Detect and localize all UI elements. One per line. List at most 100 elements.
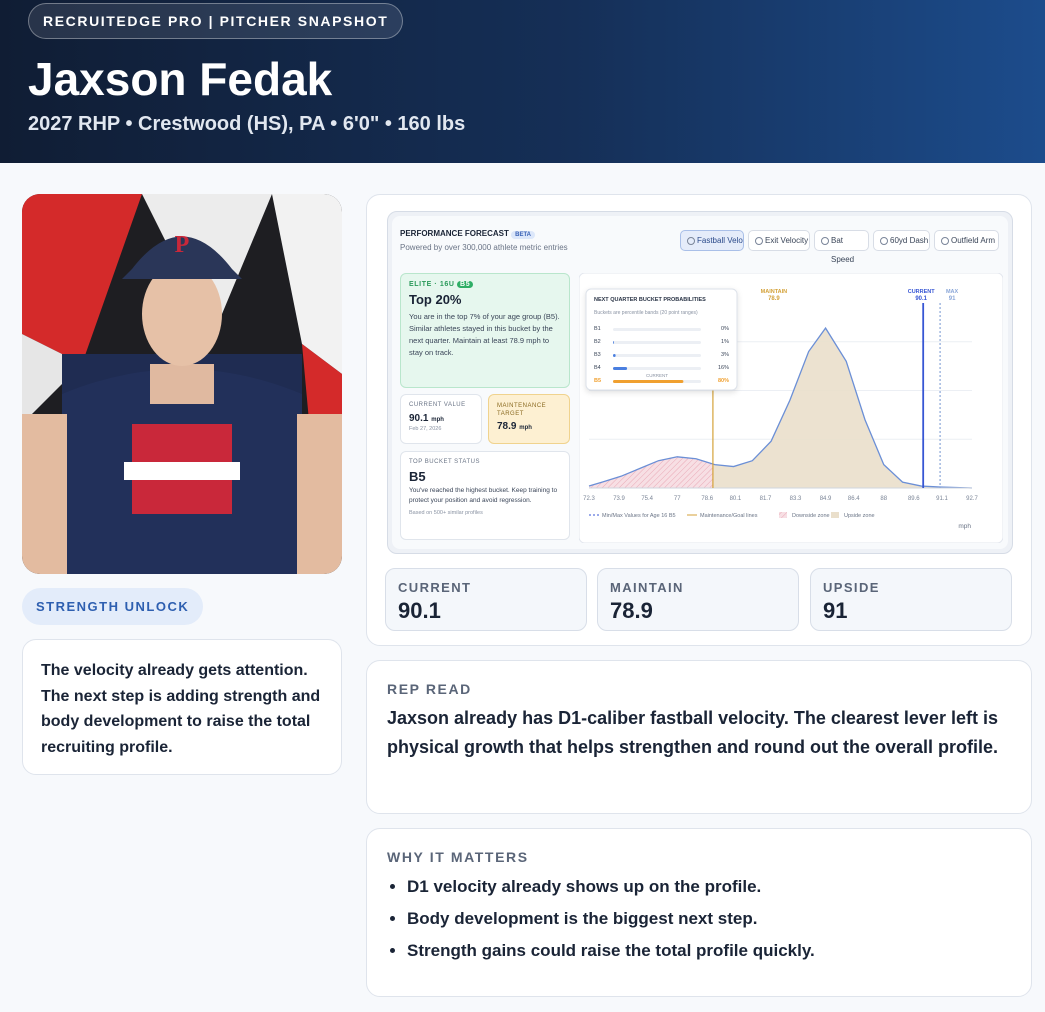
bucket-value: 16%	[718, 365, 729, 371]
card-unit: mph	[519, 425, 532, 431]
why-card: WHY IT MATTERS D1 velocity already shows…	[366, 828, 1032, 997]
bucket-track	[613, 341, 701, 344]
x-tick-label: 78.6	[701, 496, 713, 502]
beta-badge: BETA	[511, 231, 536, 239]
why-item: Strength gains could raise the total pro…	[407, 941, 1011, 961]
maintain-value: 78.9	[768, 296, 780, 302]
status-bucket: B5	[409, 469, 426, 484]
elite-text: You are in the top 7% of your age group …	[409, 312, 560, 357]
stat-card: MAINTAIN 78.9	[597, 568, 799, 631]
metric-tab[interactable]: Fastball Velo	[680, 230, 744, 251]
x-tick-label: 72.3	[583, 496, 595, 502]
forecast-title: PERFORMANCE FORECAST BETA	[400, 229, 536, 239]
bucket-name: B2	[594, 339, 601, 345]
why-list: D1 velocity already shows up on the prof…	[387, 877, 1011, 961]
bucket-bar	[613, 341, 614, 344]
legend-label: Downside zone	[792, 513, 830, 519]
why-item: Body development is the biggest next ste…	[407, 909, 1011, 929]
metric-tab[interactable]: 60yd Dash	[873, 230, 930, 251]
title-text: PERFORMANCE FORECAST	[400, 229, 509, 238]
elite-label: ELITE · 16U	[409, 281, 455, 288]
bucket-value: 0%	[721, 326, 729, 332]
bucket-track	[613, 328, 701, 331]
bucket-track	[613, 354, 701, 357]
x-tick-label: 80.1	[730, 496, 742, 502]
legend-swatch	[831, 512, 839, 518]
bucket-value: 1%	[721, 339, 729, 345]
bucket-name: B1	[594, 326, 601, 332]
legend-label: Maintenance/Goal lines	[700, 513, 758, 519]
legend-swatch	[779, 512, 787, 518]
x-tick-label: 89.6	[908, 496, 920, 502]
x-tick-label: 83.3	[790, 496, 802, 502]
brand-badge: RECRUITEDGE PRO | PITCHER SNAPSHOT	[28, 3, 404, 39]
bucket-bar	[613, 380, 684, 383]
bucket-name: B5	[594, 378, 601, 384]
metric-tab[interactable]: Exit Velocity	[748, 230, 810, 251]
downside-zone	[589, 456, 713, 488]
x-tick-label: 86.4	[848, 496, 860, 502]
x-tick-label: 92.7	[966, 496, 978, 502]
elite-headline: Top 20%	[409, 292, 462, 307]
player-photo: P	[22, 194, 342, 574]
card-label: TOP BUCKET STATUS	[409, 459, 480, 465]
stat-value: 78.9	[610, 598, 653, 623]
max-value: 91	[949, 296, 956, 302]
section-heading: REP READ	[387, 681, 472, 697]
card-label: MAINTENANCE TARGET	[497, 403, 547, 417]
rep-read-text: Jaxson already has D1-caliber fastball v…	[387, 708, 999, 757]
x-tick-label: 81.7	[760, 496, 772, 502]
status-note: Based on 500+ similar profiles	[409, 510, 483, 516]
stat-label: UPSIDE	[823, 580, 880, 595]
bucket-name: B3	[594, 352, 601, 358]
legend-label: Upside zone	[844, 513, 875, 519]
bucket-title: NEXT QUARTER BUCKET PROBABILITIES	[594, 297, 706, 303]
upside-zone	[712, 328, 972, 488]
svg-text:P: P	[175, 232, 190, 258]
status-text: You've reached the highest bucket. Keep …	[409, 487, 558, 504]
density-curve	[588, 326, 973, 489]
bucket-value: 80%	[718, 378, 729, 384]
bucket-track	[613, 367, 701, 370]
current-value: 90.1	[915, 296, 927, 302]
forecast-chart: 72.3 73.9 75.4 77 78.6 80.1 81.7 83.3 84.9 86.4 88…	[579, 273, 1003, 543]
header: RECRUITEDGE PRO | PITCHER SNAPSHOT Jaxso…	[0, 0, 1045, 163]
why-item: D1 velocity already shows up on the prof…	[407, 877, 1011, 897]
metric-tab[interactable]: Outfield Arm	[934, 230, 999, 251]
section-heading: WHY IT MATTERS	[387, 849, 529, 865]
current-label: CURRENT	[908, 289, 936, 295]
stat-value: 90.1	[398, 598, 441, 623]
stat-card: CURRENT 90.1	[385, 568, 587, 631]
focus-tag: STRENGTH UNLOCK	[22, 588, 204, 625]
bucket-value: 3%	[721, 352, 729, 358]
bucket-bar	[613, 354, 616, 357]
player-subtitle: 2027 RHP • Crestwood (HS), PA • 6'0" • 1…	[28, 113, 466, 135]
card-value: 90.1	[409, 413, 429, 424]
elite-badge: B5	[457, 281, 474, 288]
sidebar-note: The velocity already gets attention. The…	[22, 639, 342, 775]
target-card: MAINTENANCE TARGET 78.9 mph	[488, 394, 570, 444]
current-value-card: CURRENT VALUE 90.1 mph Feb 27, 2026	[400, 394, 482, 444]
bucket-note: Buckets are percentile bands (20 point r…	[594, 310, 698, 316]
stat-value: 91	[823, 598, 848, 623]
bucket-popover	[585, 288, 738, 391]
legend-label: Min/Max Values for Age 16 B5	[602, 513, 676, 519]
x-tick-label: 77	[674, 496, 681, 502]
maintain-label: MAINTAIN	[761, 289, 788, 295]
player-name: Jaxson Fedak	[28, 53, 333, 105]
bucket-current: CURRENT	[646, 373, 668, 378]
x-tick-label: 75.4	[641, 496, 653, 502]
x-tick-label: 73.9	[613, 496, 625, 502]
metric-tab[interactable]: Bat Speed	[814, 230, 869, 264]
rep-read-card: REP READ Jaxson already has D1-caliber f…	[366, 660, 1032, 814]
card-date: Feb 27, 2026	[409, 426, 442, 432]
status-card: TOP BUCKET STATUS B5 You've reached the …	[400, 451, 570, 540]
stat-label: MAINTAIN	[610, 580, 684, 595]
x-tick-label: 88	[880, 496, 887, 502]
x-tick-label: 91.1	[936, 496, 948, 502]
card-unit: mph	[431, 417, 444, 423]
elite-card: ELITE · 16U B5 Top 20% You are in the to…	[400, 273, 570, 388]
stat-label: CURRENT	[398, 580, 472, 595]
forecast-panel: PERFORMANCE FORECAST BETA Powered by ove…	[387, 211, 1013, 554]
